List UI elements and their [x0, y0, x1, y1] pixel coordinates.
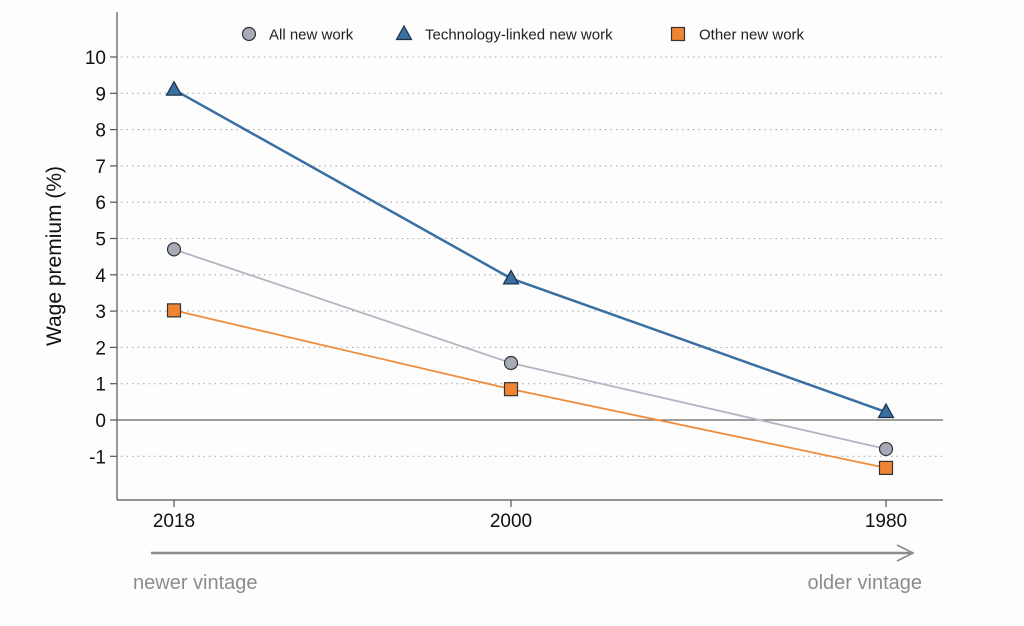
data-point-other-new-work — [503, 382, 519, 397]
x-tick-label: 2018 — [153, 511, 195, 532]
y-tick-label: 6 — [95, 193, 106, 214]
vintage-arrow: newer vintage older vintage — [133, 544, 922, 594]
series-line-other-new-work — [173, 309, 887, 469]
data-point-other-new-work — [166, 303, 182, 318]
y-ticks: -1 0 1 2 3 4 5 6 7 8 9 10 — [85, 48, 117, 468]
series-lines — [173, 88, 887, 469]
y-tick-label: 10 — [85, 48, 106, 69]
circle-marker-icon — [241, 26, 257, 42]
x-tick-label: 2000 — [490, 511, 532, 532]
axes — [116, 12, 943, 501]
y-tick-label: 7 — [95, 157, 106, 178]
series-line-technology-linked-new-work — [173, 88, 887, 414]
series-line-all-new-work — [173, 248, 887, 450]
y-tick-label: 3 — [95, 302, 106, 323]
y-tick-label: 2 — [95, 338, 106, 359]
vintage-arrow-head — [896, 544, 915, 562]
data-point-all-new-work — [166, 242, 182, 257]
x-tick-label: 1980 — [865, 511, 907, 532]
x-ticks: 2018 2000 1980 — [153, 500, 907, 532]
older-vintage-label: older vintage — [807, 572, 922, 594]
legend: All new work Technology-linked new work Ot… — [241, 24, 805, 44]
newer-vintage-label: newer vintage — [133, 572, 258, 594]
series-markers — [165, 80, 895, 476]
y-tick-label: 0 — [95, 411, 106, 432]
y-axis-title: Wage premium (%) — [43, 166, 66, 346]
triangle-marker-icon — [395, 24, 413, 41]
data-point-all-new-work — [878, 441, 894, 457]
legend-item-other-new-work: Other new work — [670, 26, 805, 44]
data-point-technology-linked-new-work — [502, 269, 520, 285]
legend-label: Technology-linked new work — [425, 27, 613, 44]
y-tick-label: 5 — [95, 230, 106, 251]
legend-item-technology-linked-new-work: Technology-linked new work — [395, 24, 613, 44]
legend-label: Other new work — [699, 27, 805, 44]
y-tick-label: -1 — [89, 447, 106, 468]
square-marker-icon — [670, 26, 686, 42]
y-tick-label: 1 — [95, 375, 106, 396]
legend-item-all-new-work: All new work — [241, 26, 354, 44]
gridlines — [117, 56, 943, 457]
data-point-technology-linked-new-work — [877, 402, 895, 419]
data-point-technology-linked-new-work — [165, 80, 183, 96]
legend-label: All new work — [269, 27, 354, 44]
y-tick-label: 8 — [95, 121, 106, 142]
y-tick-label: 9 — [95, 84, 106, 105]
y-tick-label: 4 — [95, 266, 106, 287]
data-point-other-new-work — [878, 460, 894, 476]
data-point-all-new-work — [503, 355, 519, 371]
